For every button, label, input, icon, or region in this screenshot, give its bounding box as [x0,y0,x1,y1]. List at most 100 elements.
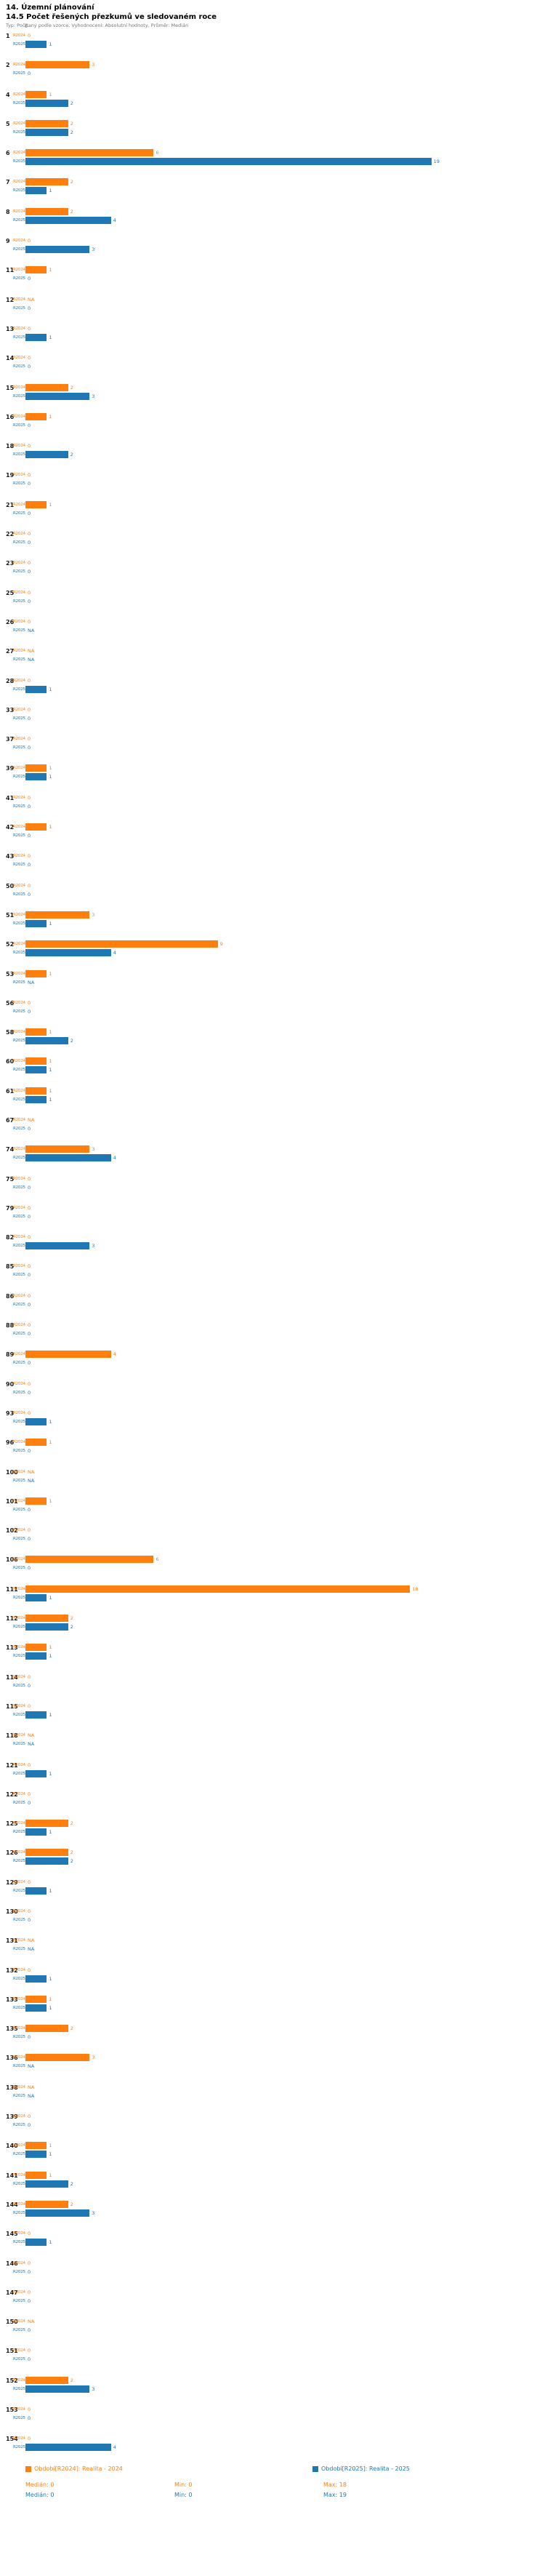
row-label: 138 [6,2084,18,2091]
bar-value-r2024: 0 [28,706,31,713]
row-label: 13 [6,325,15,332]
bar-line-r2025: R2025 0 [13,802,31,811]
bar-value-r2024: 0 [28,2289,31,2295]
bar-value-r2025: 0 [28,2268,31,2275]
bar-line-r2025: R2025 0 [13,509,31,518]
series-label-r2025: R2025 [13,1742,25,1747]
bar-line-r2025: R2025 0 [13,538,31,547]
bar-line-r2025: R2025 1 [13,1065,52,1074]
chart-rows: 1 R2024 0 R2025 1 2 R2024 3 R2025 0 4 R2024 1 R2025 2 5… [0,31,545,2463]
bar-value-r2025: 4 [113,950,116,956]
series-label-r2024: R2024 [13,1176,25,1181]
series-label-r2024: R2024 [13,209,25,214]
row-label: 153 [6,2407,18,2414]
bar-line-r2025: R2025 3 [13,392,94,401]
series-label-r2024: R2024 [13,414,25,419]
bar-line-r2025: R2025 NA [13,655,34,664]
bar-line-r2025: R2025 3 [13,2209,94,2217]
bar-value-r2024: 0 [28,1175,31,1182]
series-label-r2025: R2025 [13,951,25,956]
bar-value-r2024: 1 [49,501,52,508]
bar-line-r2024: R2024 2 [13,1819,73,1828]
row-label: 42 [6,824,15,831]
bar-line-r2024: R2024 NA [13,2317,34,2326]
series-label-r2024: R2024 [13,1586,25,1591]
row-group-43: 43 R2024 0 R2025 0 [0,851,545,880]
series-label-r2024: R2024 [13,1821,25,1826]
bar-line-r2024: R2024 NA [13,2083,34,2092]
row-label: 121 [6,1761,18,1769]
row-label: 150 [6,2319,18,2326]
series-label-r2024: R2024 [13,1557,25,1562]
bar-line-r2025: R2025 1 [13,2150,52,2159]
bar-line-r2025: R2025 1 [13,1975,52,1983]
row-group-153: 153 R2024 0 R2025 0 [0,2404,545,2433]
bar-line-r2025: R2025 1 [13,1887,52,1895]
bar-value-r2024: 2 [70,1615,73,1622]
row-group-23: 23 R2024 0 R2025 0 [0,558,545,587]
bar-value-r2025: 0 [28,364,31,370]
series-label-r2025: R2025 [13,423,25,428]
series-label-r2025: R2025 [13,305,25,311]
bar-line-r2025: R2025 4 [13,1153,116,1162]
bar-line-r2025: R2025 1 [13,2004,52,2012]
series-label-r2025: R2025 [13,569,25,575]
row-group-21: 21 R2024 1 R2025 0 [0,500,545,529]
bar-value-r2025: 4 [113,1155,116,1161]
bar-r2024 [25,764,47,772]
legend-label-r2024: Období[R2024]: Realita - 2024 [34,2465,123,2472]
bar-r2024 [25,1145,90,1153]
series-label-r2024: R2024 [13,590,25,595]
series-label-r2025: R2025 [13,1156,25,1161]
bar-line-r2025: R2025 NA [13,1740,34,1748]
bar-value-r2025: 1 [49,1770,52,1777]
bar-value-r2025: 3 [92,2209,95,2216]
row-group-89: 89 R2024 4 R2025 0 [0,1349,545,1378]
row-group-122: 122 R2024 0 R2025 0 [0,1789,545,1818]
bar-line-r2025: R2025 0 [13,1535,31,1543]
row-label: 23 [6,560,15,567]
bar-r2025 [25,1769,47,1777]
bar-value-r2025: 3 [92,247,95,253]
series-label-r2025: R2025 [13,716,25,721]
bar-r2025 [25,773,47,781]
bar-r2024 [25,911,90,919]
bar-line-r2024: R2024 0 [13,2434,31,2443]
series-label-r2024: R2024 [13,795,25,800]
bar-line-r2025: R2025 1 [13,1593,52,1602]
row-label: 112 [6,1615,18,1623]
bar-value-r2024: 9 [219,941,223,948]
bar-value-r2024: NA [28,2319,35,2325]
bar-line-r2025: R2025 0 [13,1124,31,1133]
series-label-r2025: R2025 [13,687,25,692]
bar-line-r2024: R2024 3 [13,1145,94,1153]
series-label-r2024: R2024 [13,1469,25,1474]
stat-min-r2024: Min: 0 [174,2481,193,2488]
row-group-135: 135 R2024 2 R2025 0 [0,2023,545,2052]
bar-r2025 [25,1593,47,1601]
bar-line-r2024: R2024 0 [13,471,31,479]
bar-line-r2024: R2024 0 [13,1673,31,1681]
series-label-r2025: R2025 [13,2035,25,2040]
series-label-r2024: R2024 [13,883,25,888]
chart-subtitle: Typ: Počítaný podle vzorce, Vyhodnocení:… [6,23,189,28]
bar-line-r2024: R2024 6 [13,1555,159,1564]
bar-value-r2025: 1 [49,686,52,692]
bar-line-r2024: R2024 0 [13,1380,31,1388]
series-label-r2024: R2024 [13,1616,25,1621]
row-group-139: 139 R2024 0 R2025 0 [0,2111,545,2140]
row-label: 82 [6,1234,15,1241]
legend-swatch-r2025 [312,2465,318,2472]
bar-r2025 [25,99,68,107]
bar-line-r2024: R2024 18 [13,1585,418,1593]
series-label-r2024: R2024 [13,1938,25,1943]
row-group-130: 130 R2024 0 R2025 0 [0,1906,545,1935]
bar-line-r2025: R2025 0 [13,1300,31,1309]
series-label-r2025: R2025 [13,1800,25,1805]
row-label: 28 [6,677,15,684]
series-label-r2025: R2025 [13,2328,25,2333]
bar-r2024 [25,412,47,420]
series-label-r2024: R2024 [13,2231,25,2236]
bar-value-r2025: 2 [70,1858,73,1865]
